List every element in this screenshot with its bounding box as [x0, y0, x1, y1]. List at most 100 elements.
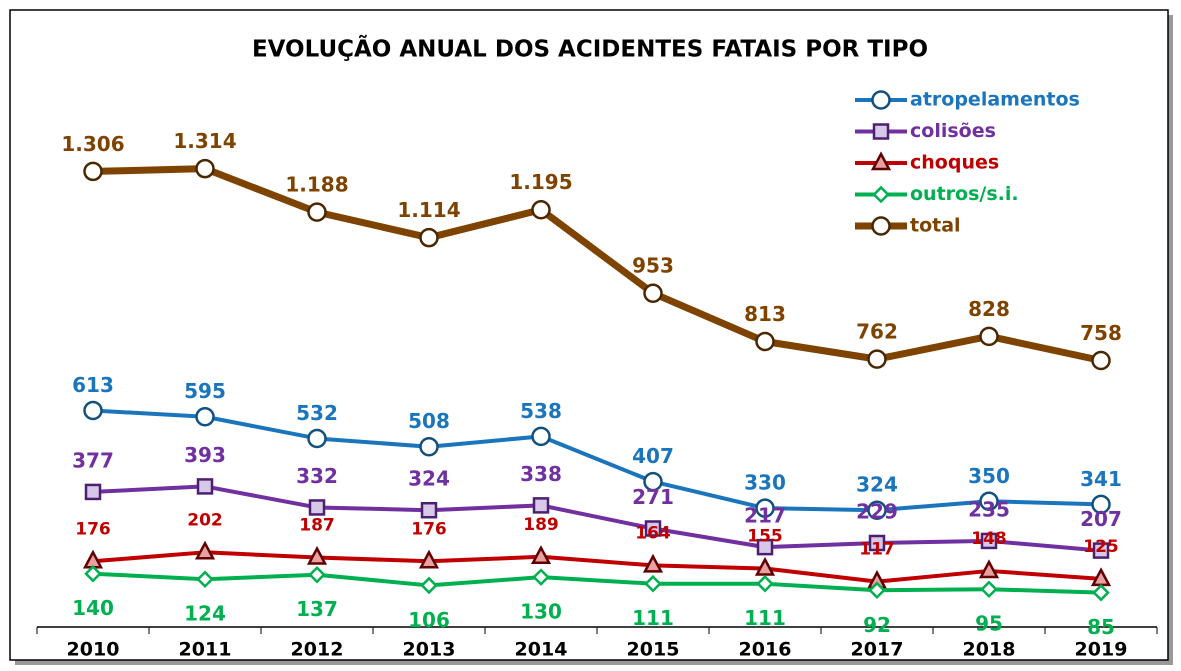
data-label: 189 — [523, 515, 559, 535]
point-marker — [867, 349, 887, 369]
point-marker — [868, 534, 886, 552]
data-label: 758 — [1080, 321, 1122, 345]
data-label: 111 — [744, 606, 786, 630]
legend-marker — [871, 90, 891, 110]
data-label: 85 — [1087, 615, 1115, 639]
x-tick-label: 2019 — [1075, 639, 1128, 661]
point-marker — [194, 540, 216, 560]
point-marker — [756, 574, 774, 593]
data-label: 1.306 — [61, 132, 124, 156]
legend-label: total — [910, 215, 961, 237]
x-tick-label: 2010 — [67, 639, 120, 661]
legend-marker — [871, 216, 891, 236]
data-label: 111 — [632, 606, 674, 630]
data-label: 187 — [299, 515, 335, 535]
data-label: 1.195 — [509, 170, 572, 194]
legend-label: outros/s.i. — [910, 183, 1019, 205]
legend-marker — [870, 151, 892, 171]
point-marker — [1092, 542, 1110, 559]
chart-title: EVOLUÇÃO ANUAL DOS ACIDENTES FATAIS POR … — [252, 35, 928, 63]
point-marker — [1091, 350, 1111, 371]
point-marker — [532, 568, 550, 586]
point-marker — [643, 283, 663, 303]
data-label: 613 — [72, 373, 114, 397]
data-label: 95 — [975, 612, 1003, 636]
data-label: 271 — [632, 485, 674, 509]
point-marker — [420, 501, 438, 519]
point-marker — [308, 499, 326, 516]
data-label: 207 — [1080, 507, 1122, 531]
data-label: 332 — [296, 464, 338, 488]
data-label: 538 — [520, 399, 562, 423]
legend-label: atropelamentos — [910, 89, 1080, 111]
point-marker — [83, 161, 103, 182]
data-label: 1.114 — [397, 198, 460, 222]
point-marker — [642, 553, 664, 573]
point-marker — [755, 498, 775, 518]
data-label: 235 — [968, 497, 1010, 521]
point-marker — [1091, 494, 1111, 515]
series-line — [92, 165, 1102, 364]
data-label: 324 — [856, 473, 898, 497]
data-label: 217 — [744, 504, 786, 528]
legend-label: choques — [910, 152, 999, 174]
data-label: 130 — [520, 600, 562, 624]
data-label: 140 — [72, 596, 114, 620]
point-marker — [196, 570, 214, 588]
series-line — [92, 408, 1102, 513]
point-marker — [532, 497, 550, 514]
series-line — [92, 571, 1102, 595]
data-label: 330 — [744, 471, 786, 495]
point-marker — [756, 538, 774, 556]
x-tick-label: 2017 — [851, 639, 904, 661]
point-marker — [306, 545, 328, 565]
legend-marker — [872, 185, 890, 204]
point-marker — [644, 574, 662, 593]
point-marker — [643, 471, 663, 492]
data-label: 407 — [632, 444, 674, 468]
data-label: 341 — [1080, 467, 1122, 491]
series-line — [92, 550, 1102, 584]
point-marker — [308, 565, 326, 584]
point-marker — [979, 491, 999, 511]
point-marker — [196, 478, 214, 495]
point-marker — [83, 400, 103, 421]
data-label: 125 — [1083, 537, 1119, 557]
data-label: 164 — [635, 523, 671, 543]
data-label: 229 — [856, 499, 898, 523]
data-label: 176 — [411, 519, 447, 539]
data-label: 393 — [184, 443, 226, 467]
point-marker — [980, 532, 998, 550]
x-tick-label: 2014 — [515, 639, 568, 661]
data-label: 124 — [184, 602, 226, 626]
series-line — [92, 484, 1102, 553]
point-marker — [754, 556, 776, 576]
data-label: 377 — [72, 448, 114, 472]
point-marker — [307, 202, 327, 222]
point-marker — [195, 158, 215, 179]
data-label: 92 — [863, 613, 891, 637]
data-label: 155 — [747, 527, 783, 547]
data-label: 508 — [408, 409, 450, 433]
point-marker — [755, 331, 775, 352]
point-marker — [419, 227, 439, 248]
data-label: 338 — [520, 462, 562, 486]
point-marker — [978, 559, 1000, 579]
point-marker — [868, 581, 886, 600]
legend-label: colisões — [910, 120, 996, 142]
x-tick-label: 2018 — [963, 639, 1016, 661]
point-marker — [979, 326, 999, 347]
data-label: 595 — [184, 379, 226, 403]
point-marker — [84, 564, 102, 583]
point-marker — [418, 549, 440, 569]
legend-marker — [872, 123, 890, 140]
data-label: 117 — [859, 540, 895, 560]
point-marker — [644, 520, 662, 537]
data-label: 532 — [296, 401, 338, 425]
x-tick-label: 2016 — [739, 639, 792, 661]
point-marker — [1092, 583, 1110, 602]
data-label: 350 — [968, 464, 1010, 488]
data-label: 176 — [75, 519, 111, 539]
point-marker — [867, 500, 887, 520]
